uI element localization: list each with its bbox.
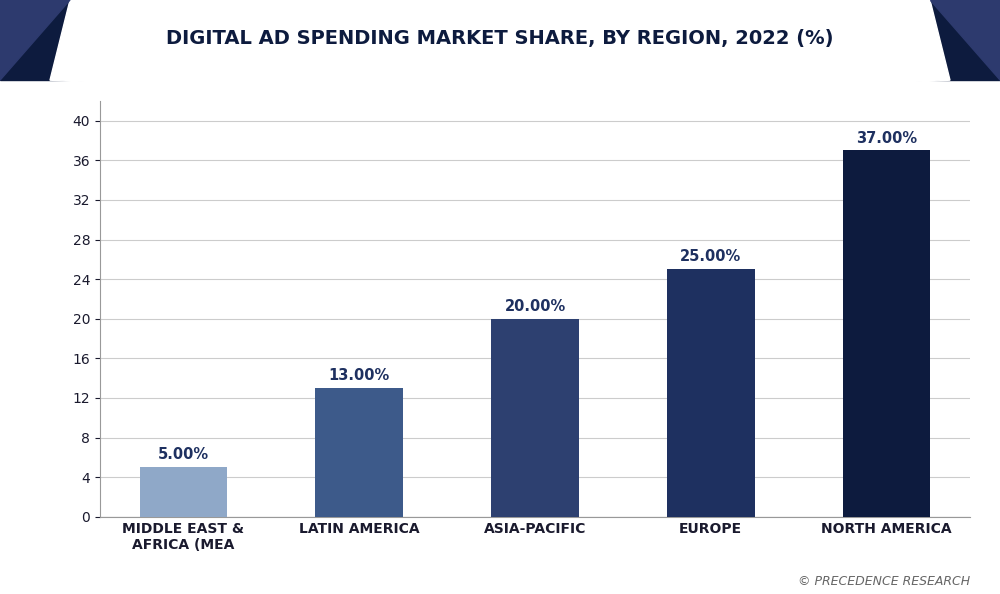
Polygon shape: [0, 0, 70, 80]
Text: 5.00%: 5.00%: [158, 447, 209, 462]
Bar: [843, 150, 930, 517]
Text: 20.00%: 20.00%: [504, 299, 566, 314]
Polygon shape: [930, 0, 1000, 80]
Polygon shape: [50, 0, 950, 105]
Text: 37.00%: 37.00%: [856, 131, 917, 146]
Text: © PRECEDENCE RESEARCH: © PRECEDENCE RESEARCH: [798, 575, 970, 588]
Text: DIGITAL AD SPENDING MARKET SHARE, BY REGION, 2022 (%): DIGITAL AD SPENDING MARKET SHARE, BY REG…: [166, 29, 834, 48]
Bar: [140, 467, 227, 517]
Text: 25.00%: 25.00%: [680, 249, 741, 264]
Bar: [315, 388, 403, 517]
Text: 13.00%: 13.00%: [329, 368, 390, 383]
Bar: [667, 269, 755, 517]
Bar: [491, 319, 579, 517]
